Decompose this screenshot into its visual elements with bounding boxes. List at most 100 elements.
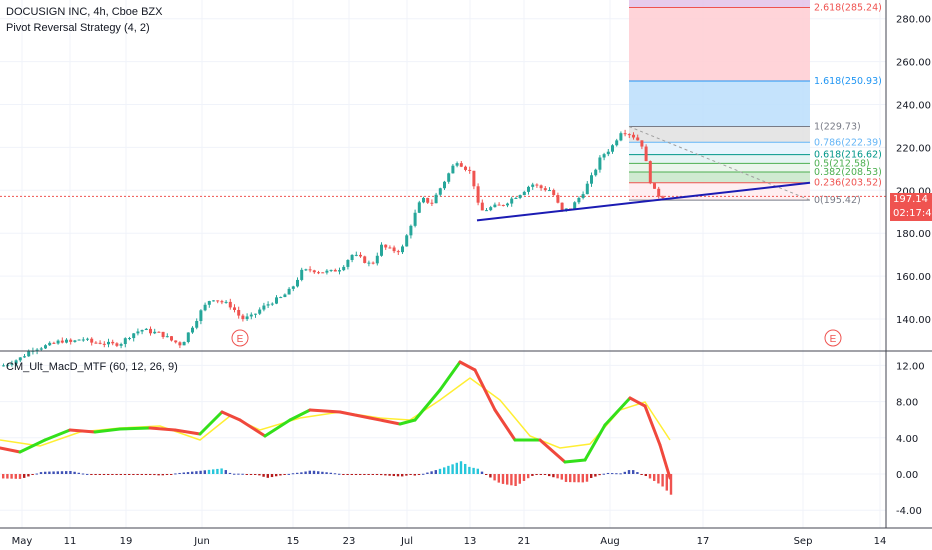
candle-body <box>615 140 619 146</box>
earnings-marker <box>824 329 842 347</box>
candle-body <box>10 363 14 365</box>
histogram-bar <box>384 474 387 476</box>
symbol-title[interactable]: DOCUSIGN INC, 4h, Cboe BZX <box>6 6 163 18</box>
histogram-bar <box>354 474 358 475</box>
candle-body <box>485 210 488 212</box>
candle-body <box>144 328 148 330</box>
histogram-bar <box>94 474 97 475</box>
histogram-bar <box>266 474 269 478</box>
candle-body <box>81 339 85 341</box>
histogram-bar <box>283 474 286 475</box>
histogram-bar <box>363 474 366 475</box>
candle-body <box>405 235 409 247</box>
histogram-bar <box>434 470 437 474</box>
candle-body <box>157 331 161 333</box>
fib-level-label: 1.618(250.93) <box>814 76 882 87</box>
candle-body <box>212 300 215 302</box>
candle-body <box>182 341 186 346</box>
macd-line-segment <box>198 410 224 436</box>
candle-body <box>296 279 299 287</box>
candle-body <box>640 140 644 147</box>
histogram-bar <box>392 474 395 477</box>
candle-body <box>493 204 497 208</box>
candle-body <box>447 173 451 182</box>
candle-body <box>191 327 194 333</box>
candle-body <box>388 247 392 249</box>
candle-body <box>577 197 581 203</box>
candle-body <box>489 207 493 211</box>
histogram-bar <box>258 474 261 476</box>
histogram-bar <box>52 471 55 474</box>
histogram-bar <box>375 474 379 475</box>
histogram-bar <box>623 471 626 474</box>
time-tick-label: 11 <box>64 536 77 547</box>
macd-line-segment <box>563 458 587 464</box>
histogram-bar <box>207 469 211 474</box>
indicator-legend[interactable]: CM_Ult_MacD_MTF (60, 12, 26, 9) <box>6 361 178 373</box>
candle-body <box>627 134 631 136</box>
candle-body <box>39 348 43 350</box>
candle-body <box>199 310 203 321</box>
candle-body <box>522 191 526 196</box>
histogram-bar <box>102 474 106 475</box>
histogram-bar <box>602 473 605 475</box>
histogram-bar <box>669 474 673 495</box>
candle-body <box>501 204 505 206</box>
candle-body <box>338 270 341 272</box>
candle-body <box>216 300 220 302</box>
macd-tick-label: 8.00 <box>896 398 918 409</box>
candle-body <box>644 146 648 162</box>
time-tick-label: 14 <box>874 536 887 547</box>
histogram-bar <box>140 474 143 475</box>
candle-body <box>52 342 56 344</box>
candle-body <box>396 251 400 253</box>
candle-body <box>98 342 102 344</box>
price-tick-label: 160.00 <box>896 272 931 283</box>
histogram-bar <box>522 474 526 481</box>
histogram-bar <box>65 471 68 474</box>
histogram-bar <box>632 470 635 474</box>
candle-body <box>455 163 459 166</box>
histogram-bar <box>451 464 454 474</box>
histogram-bar <box>27 474 30 477</box>
fib-zone <box>629 126 810 143</box>
macd-line-segment <box>288 408 312 422</box>
histogram-bar <box>577 474 580 483</box>
price-tick-label: 200.00 <box>896 186 931 197</box>
histogram-bar <box>249 474 253 475</box>
candle-body <box>94 342 98 344</box>
histogram-bar <box>514 474 517 487</box>
histogram-bar <box>417 474 421 476</box>
histogram-bar <box>90 474 93 475</box>
candle-body <box>371 262 375 264</box>
fib-level-label: 0.5(212.58) <box>814 158 870 169</box>
histogram-bar <box>590 474 593 478</box>
histogram-bar <box>14 474 17 479</box>
histogram-bar <box>497 474 500 483</box>
candle-body <box>220 301 224 303</box>
histogram-bar <box>186 472 190 474</box>
histogram-bar <box>23 474 26 478</box>
histogram-bar <box>518 474 521 484</box>
macd-line-segment <box>458 360 477 372</box>
histogram-bar <box>245 474 248 475</box>
candle-body <box>174 340 178 343</box>
strategy-legend[interactable]: Pivot Reversal Strategy (4, 2) <box>6 22 150 34</box>
candle-body <box>312 270 316 273</box>
histogram-bar <box>170 474 173 475</box>
candle-body <box>60 340 64 343</box>
histogram-bar <box>661 474 664 487</box>
candle-body <box>384 244 388 248</box>
candle-body <box>23 356 26 358</box>
histogram-bar <box>438 468 442 474</box>
candle-body <box>287 288 291 295</box>
candle-body <box>598 157 602 170</box>
histogram-bar <box>388 474 391 476</box>
time-tick-label: Sep <box>794 536 813 547</box>
candle-body <box>527 186 530 192</box>
histogram-bar <box>401 474 404 477</box>
macd-line-segment <box>93 427 122 434</box>
candle-body <box>422 197 425 203</box>
histogram-bar <box>254 474 257 475</box>
